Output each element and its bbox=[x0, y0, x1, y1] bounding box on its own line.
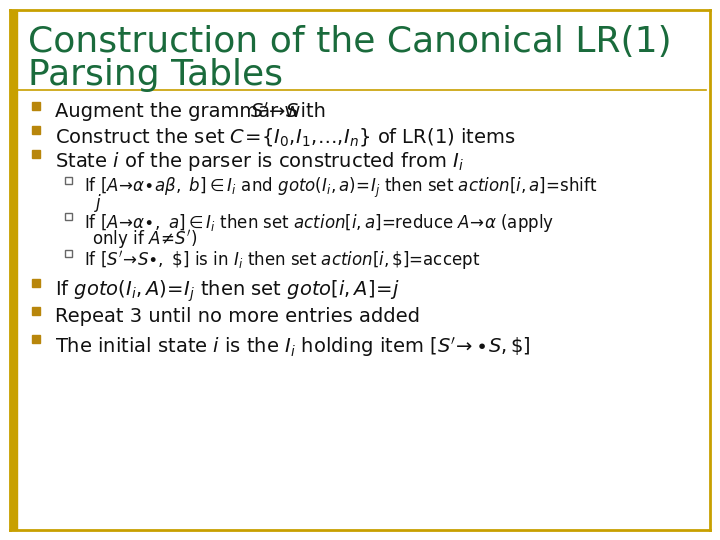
Bar bbox=[32, 150, 40, 158]
Text: If $goto(I_i,A)\!=\!I_j$ then set $goto[i,A]\!=\!j$: If $goto(I_i,A)\!=\!I_j$ then set $goto[… bbox=[55, 279, 400, 305]
Text: Parsing Tables: Parsing Tables bbox=[28, 58, 283, 92]
Text: The initial state $i$ is the $I_i$ holding item $[S'\!\rightarrow{\bullet}S,\$]$: The initial state $i$ is the $I_i$ holdi… bbox=[55, 335, 531, 359]
Text: State $i$ of the parser is constructed from $I_i$: State $i$ of the parser is constructed f… bbox=[55, 150, 464, 173]
Bar bbox=[65, 177, 71, 184]
Text: only if $A\!\neq\!S'$): only if $A\!\neq\!S'$) bbox=[92, 228, 197, 251]
Text: $S'\!\rightarrow\!S$: $S'\!\rightarrow\!S$ bbox=[250, 102, 300, 122]
Bar bbox=[10, 10, 17, 530]
Text: If $[S'\!\rightarrow\!S{\bullet},\ \$]$ is in $I_i$ then set $action[i,\$]$=acce: If $[S'\!\rightarrow\!S{\bullet},\ \$]$ … bbox=[84, 249, 480, 272]
Bar bbox=[32, 126, 40, 134]
Bar bbox=[65, 249, 71, 256]
Bar bbox=[32, 307, 40, 315]
Text: $j$: $j$ bbox=[94, 192, 102, 214]
Bar bbox=[32, 102, 40, 110]
Text: Repeat 3 until no more entries added: Repeat 3 until no more entries added bbox=[55, 307, 420, 326]
Text: If $[A\!\rightarrow\!\alpha{\bullet}a\beta,\ b] \in I_i$ and $goto(I_i,a)\!=\!I_: If $[A\!\rightarrow\!\alpha{\bullet}a\be… bbox=[84, 176, 597, 200]
Text: If $[A\!\rightarrow\!\alpha{\bullet},\ a] \in I_i$ then set $action[i,a]$=reduce: If $[A\!\rightarrow\!\alpha{\bullet},\ a… bbox=[84, 212, 554, 234]
Bar bbox=[32, 279, 40, 287]
Text: Construct the set $C\!=\!\{I_0,\!I_1,\!\ldots,\!I_n\}$ of LR(1) items: Construct the set $C\!=\!\{I_0,\!I_1,\!\… bbox=[55, 126, 516, 148]
Bar bbox=[32, 335, 40, 343]
Text: Construction of the Canonical LR(1): Construction of the Canonical LR(1) bbox=[28, 25, 672, 59]
Bar bbox=[65, 213, 71, 219]
Text: Augment the grammar with: Augment the grammar with bbox=[55, 102, 332, 121]
